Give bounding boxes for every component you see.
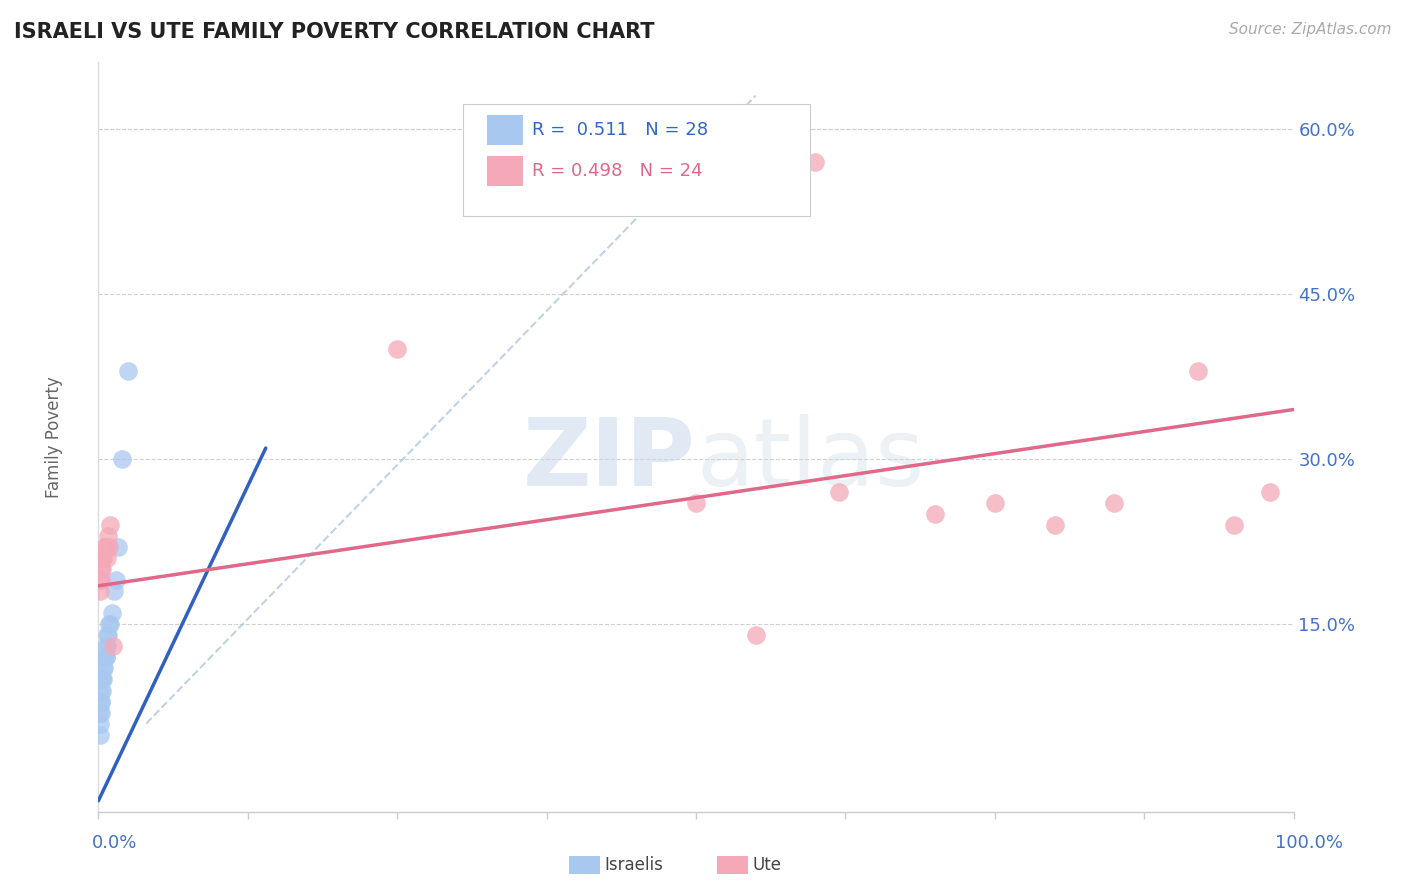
Point (98, 518, 122, 533)
Text: atlas: atlas (696, 414, 924, 506)
Text: ZIP: ZIP (523, 414, 696, 506)
Point (91, 683, 114, 698)
Point (96, 640, 118, 654)
Point (89, 716, 111, 731)
Point (90, 683, 112, 698)
Point (1043, 518, 1066, 533)
Point (89, 728, 111, 742)
Point (91, 661, 114, 675)
Point (96, 551, 118, 566)
Point (1223, 518, 1246, 533)
Point (94, 640, 117, 654)
Point (98, 541, 121, 555)
Point (98, 617, 122, 632)
Point (94, 650, 117, 665)
Point (90, 706, 112, 720)
Bar (486, 115, 523, 145)
Point (1258, 485, 1281, 500)
Point (93, 661, 115, 675)
Text: 100.0%: 100.0% (1275, 834, 1343, 852)
Point (94, 650, 117, 665)
Text: R =  0.511   N = 28: R = 0.511 N = 28 (533, 121, 709, 139)
Bar (486, 156, 523, 186)
Point (745, 628, 768, 642)
Point (1104, 496, 1126, 510)
Point (804, 154, 827, 169)
Text: ISRAELI VS UTE FAMILY POVERTY CORRELATION CHART: ISRAELI VS UTE FAMILY POVERTY CORRELATIO… (14, 22, 655, 42)
Point (98, 617, 121, 632)
Point (96, 628, 118, 642)
Point (91, 673, 114, 687)
Point (111, 452, 134, 467)
Point (93, 650, 115, 665)
Point (89, 574, 111, 588)
Point (828, 485, 851, 500)
Point (385, 342, 409, 356)
Point (91, 562, 114, 576)
Point (97, 628, 120, 642)
FancyBboxPatch shape (463, 103, 810, 216)
Point (103, 584, 125, 599)
Point (105, 574, 128, 588)
Point (89, 584, 111, 599)
Point (97, 529, 120, 543)
Point (89, 706, 111, 720)
Point (924, 507, 946, 521)
Text: Source: ZipAtlas.com: Source: ZipAtlas.com (1229, 22, 1392, 37)
Point (90, 694, 112, 708)
Point (1187, 364, 1209, 378)
Point (90, 574, 112, 588)
Point (984, 496, 1007, 510)
Point (94, 541, 117, 555)
Point (107, 541, 129, 555)
Point (93, 541, 115, 555)
Point (90, 562, 112, 576)
Point (100, 607, 122, 621)
Point (91, 551, 114, 566)
Text: R = 0.498   N = 24: R = 0.498 N = 24 (533, 162, 703, 180)
Point (90, 694, 112, 708)
Point (91, 551, 114, 566)
Point (91, 673, 114, 687)
Text: Israelis: Israelis (605, 856, 664, 874)
Point (101, 640, 124, 654)
Text: Ute: Ute (752, 856, 782, 874)
Point (117, 364, 139, 378)
Point (91, 673, 114, 687)
Y-axis label: Family Poverty: Family Poverty (45, 376, 63, 498)
Point (685, 496, 707, 510)
Text: 0.0%: 0.0% (91, 834, 136, 852)
